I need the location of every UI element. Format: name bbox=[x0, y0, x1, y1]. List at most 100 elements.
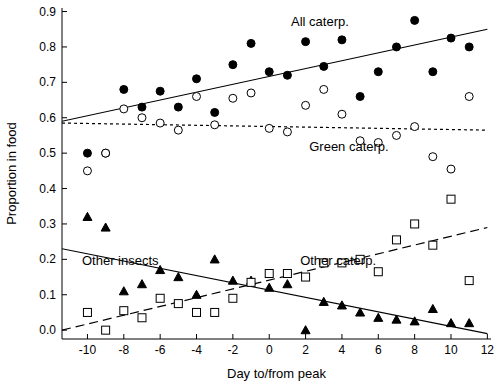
point bbox=[411, 220, 419, 228]
point bbox=[392, 43, 400, 51]
y-tick bbox=[62, 223, 67, 224]
point bbox=[101, 223, 110, 231]
x-tick-label: 0 bbox=[266, 343, 273, 357]
series-label: All caterp. bbox=[291, 14, 349, 29]
y-tick bbox=[62, 46, 67, 47]
point bbox=[374, 268, 382, 276]
x-tick bbox=[123, 334, 124, 339]
point bbox=[356, 93, 364, 101]
x-tick bbox=[269, 334, 270, 339]
x-tick-label: -4 bbox=[191, 343, 202, 357]
page: {"chart_data": { "type": "scatter", "x_l… bbox=[0, 0, 500, 386]
x-tick bbox=[378, 334, 379, 339]
point bbox=[429, 153, 437, 161]
point bbox=[411, 123, 419, 131]
point bbox=[302, 101, 310, 109]
point bbox=[193, 93, 201, 101]
trend-line bbox=[62, 123, 487, 130]
point bbox=[156, 119, 164, 127]
point bbox=[193, 308, 201, 316]
x-tick-label: 4 bbox=[339, 343, 346, 357]
point bbox=[392, 131, 400, 139]
y-tick bbox=[62, 259, 67, 260]
point bbox=[211, 108, 219, 116]
point bbox=[265, 283, 274, 291]
x-axis-label: Day to/from peak bbox=[227, 366, 326, 381]
point bbox=[102, 149, 110, 157]
point bbox=[120, 307, 128, 315]
point bbox=[465, 93, 473, 101]
x-tick-label: -2 bbox=[228, 343, 239, 357]
x-tick-label: -8 bbox=[118, 343, 129, 357]
point bbox=[120, 85, 128, 93]
x-tick bbox=[341, 334, 342, 339]
point bbox=[356, 308, 365, 316]
y-tick-label: 0.6 bbox=[39, 111, 56, 125]
y-tick-label: 0.1 bbox=[39, 288, 56, 302]
point bbox=[156, 294, 164, 302]
point bbox=[174, 103, 182, 111]
point bbox=[283, 71, 291, 79]
point bbox=[120, 105, 128, 113]
point bbox=[192, 290, 201, 298]
point bbox=[411, 16, 419, 24]
y-tick-label: 0.2 bbox=[39, 252, 56, 266]
point bbox=[374, 313, 383, 321]
point bbox=[211, 308, 219, 316]
point bbox=[83, 212, 92, 220]
point bbox=[447, 34, 455, 42]
point bbox=[102, 326, 110, 334]
point bbox=[320, 62, 328, 70]
point bbox=[138, 314, 146, 322]
point bbox=[410, 317, 419, 325]
y-tick bbox=[62, 294, 67, 295]
point bbox=[156, 87, 164, 95]
point bbox=[83, 308, 91, 316]
point bbox=[174, 126, 182, 134]
point bbox=[229, 294, 237, 302]
plot-marks bbox=[62, 16, 487, 334]
point bbox=[319, 297, 328, 305]
y-axis bbox=[62, 8, 63, 339]
point bbox=[83, 149, 91, 157]
point bbox=[338, 110, 346, 118]
y-tick-label: 0.7 bbox=[39, 75, 56, 89]
y-tick-label: 0.9 bbox=[39, 5, 56, 19]
y-tick bbox=[62, 188, 67, 189]
point bbox=[392, 315, 401, 323]
x-tick bbox=[487, 334, 488, 339]
y-tick-label: 0.0 bbox=[39, 323, 56, 337]
x-tick bbox=[87, 334, 88, 339]
point bbox=[302, 38, 310, 46]
point bbox=[374, 68, 382, 76]
x-tick-label: 8 bbox=[411, 343, 418, 357]
point bbox=[210, 255, 219, 263]
point bbox=[247, 39, 255, 47]
x-tick bbox=[414, 334, 415, 339]
point bbox=[429, 68, 437, 76]
y-tick-label: 0.8 bbox=[39, 40, 56, 54]
y-axis-label: Proportion in food bbox=[4, 122, 19, 225]
series-label: Green caterp. bbox=[309, 139, 389, 154]
trend-line bbox=[62, 29, 487, 121]
x-axis bbox=[62, 339, 491, 340]
point bbox=[247, 278, 255, 286]
point bbox=[137, 280, 146, 288]
point bbox=[193, 75, 201, 83]
point bbox=[392, 236, 400, 244]
y-tick-label: 0.5 bbox=[39, 146, 56, 160]
point bbox=[465, 319, 474, 327]
point bbox=[320, 85, 328, 93]
point bbox=[265, 124, 273, 132]
y-tick-label: 0.3 bbox=[39, 217, 56, 231]
x-tick-label: 12 bbox=[481, 343, 495, 357]
point bbox=[229, 61, 237, 69]
y-tick bbox=[62, 117, 67, 118]
point bbox=[447, 165, 455, 173]
trend-line bbox=[62, 227, 487, 330]
point bbox=[302, 273, 310, 281]
x-tick bbox=[305, 334, 306, 339]
point bbox=[138, 103, 146, 111]
point bbox=[301, 326, 310, 334]
point bbox=[174, 300, 182, 308]
